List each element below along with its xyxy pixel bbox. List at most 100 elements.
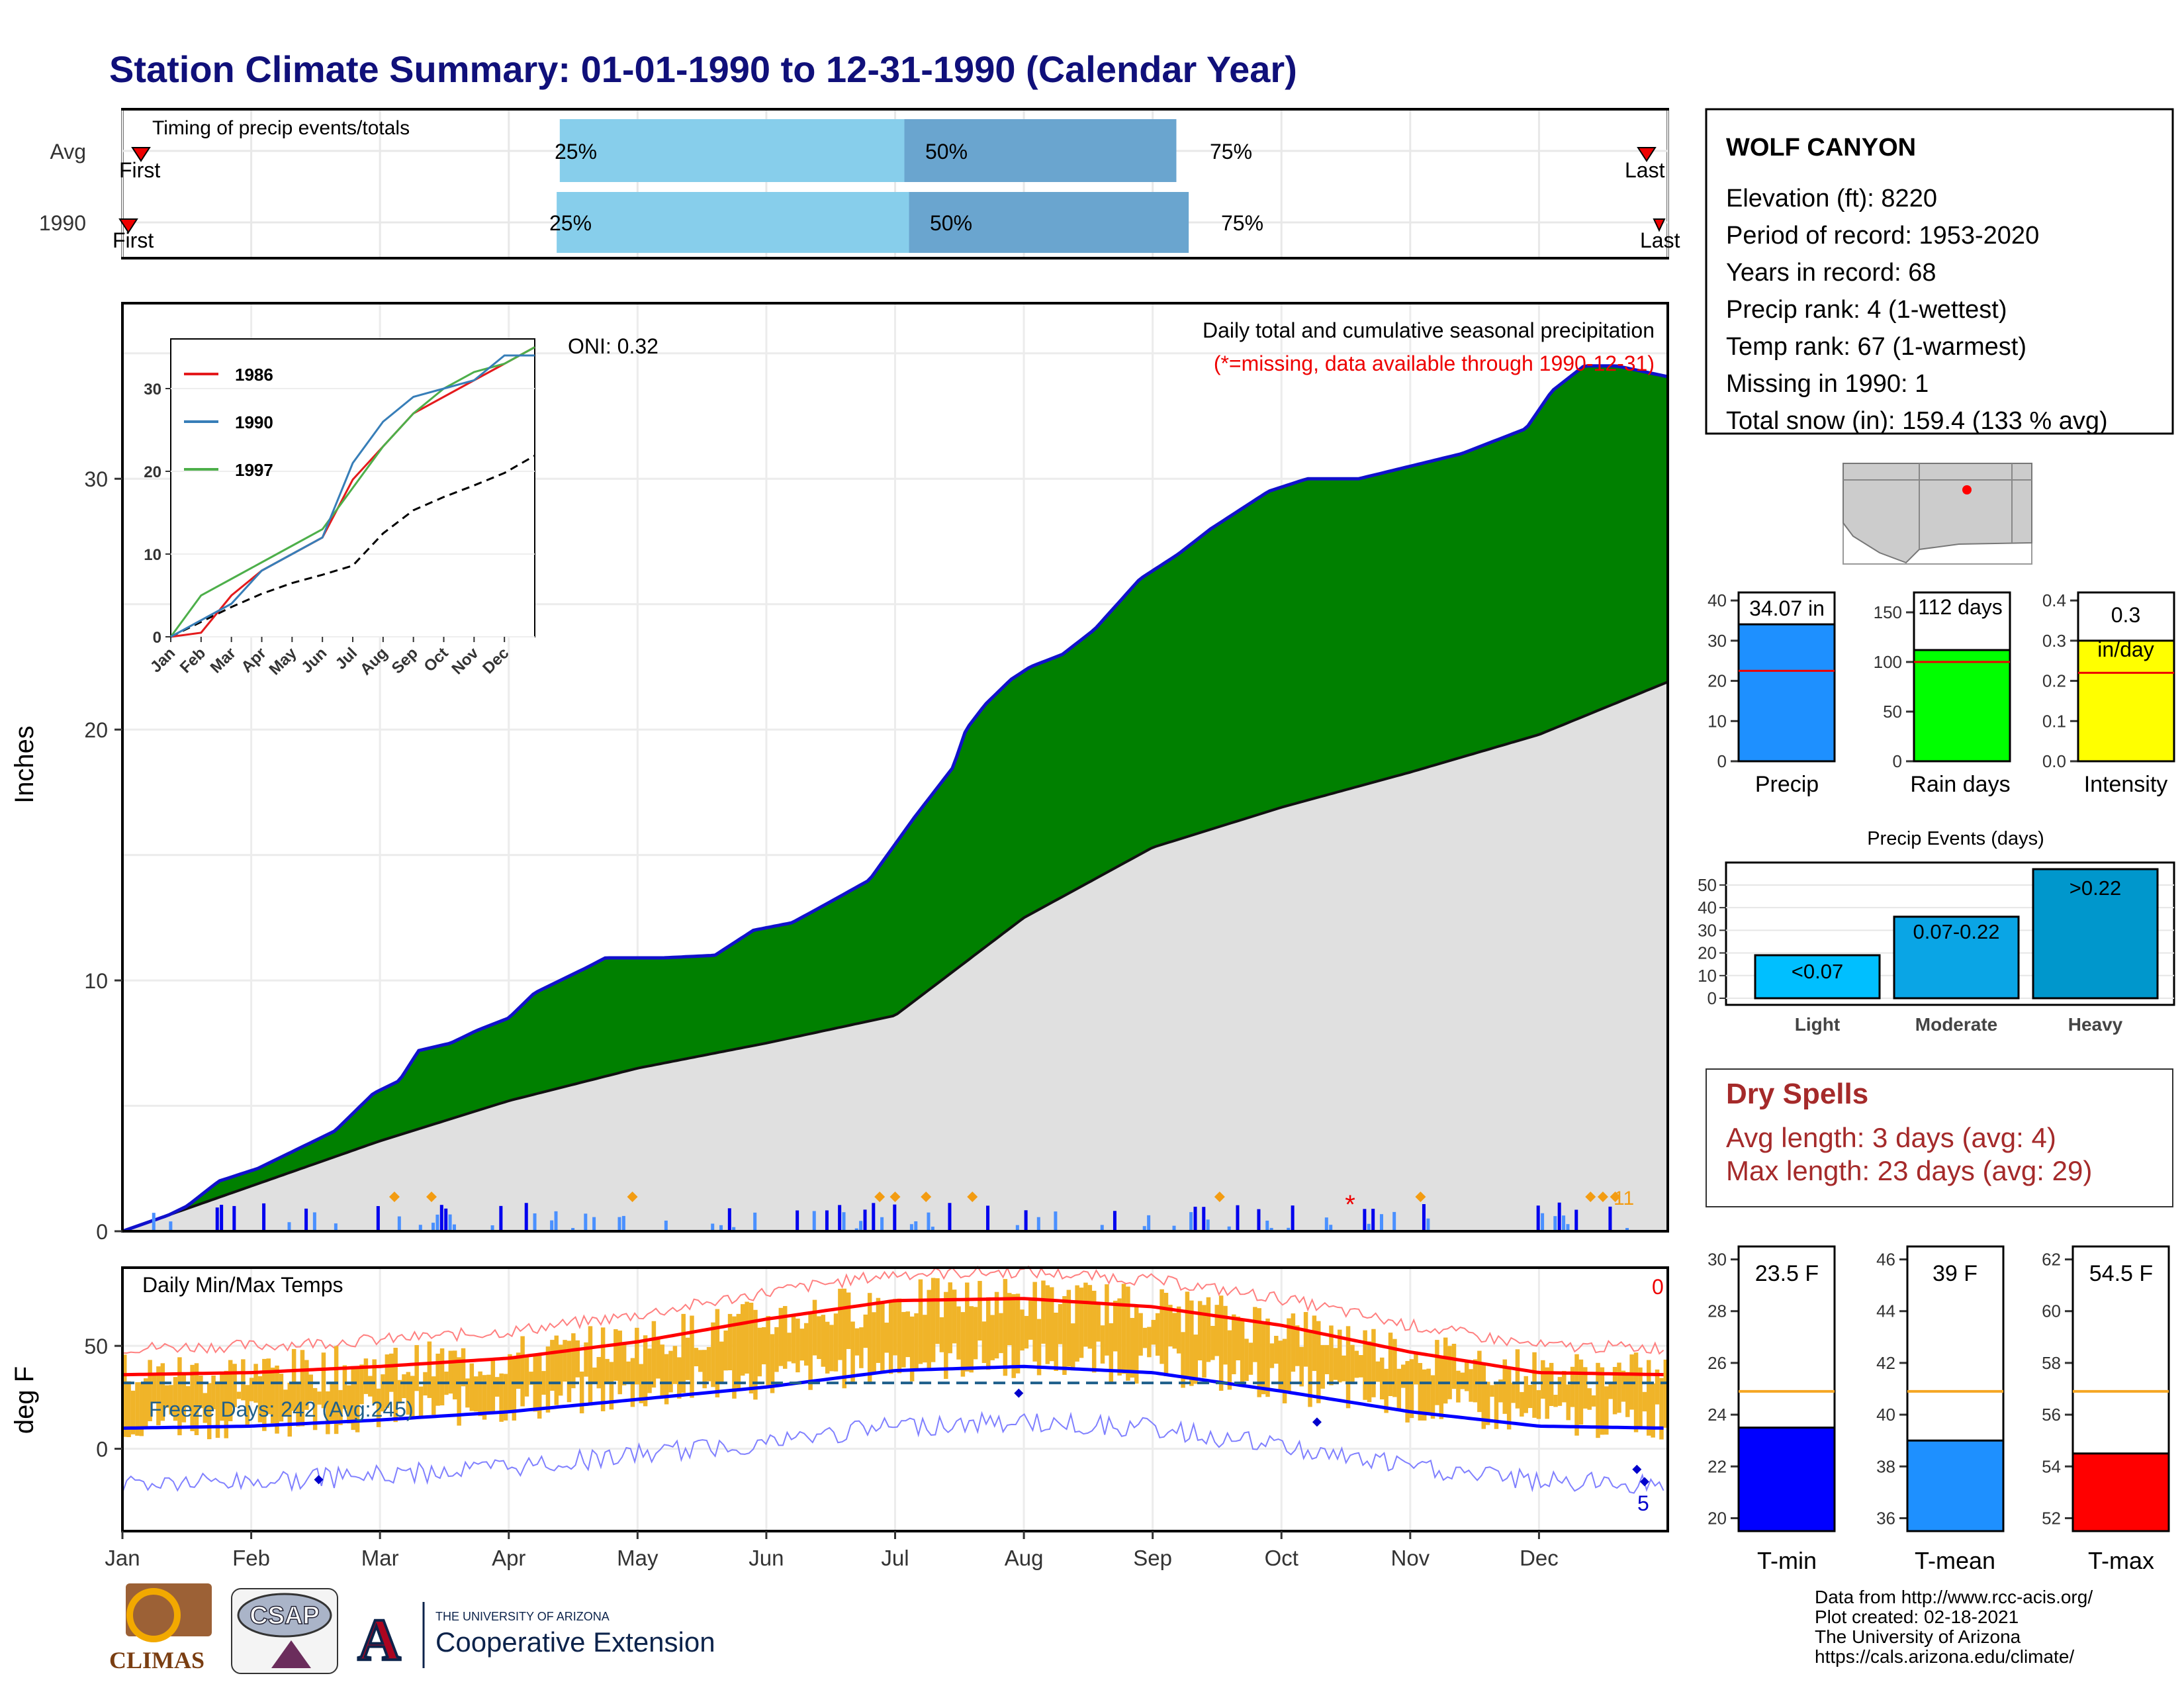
daily-temp-bar xyxy=(1062,1295,1067,1376)
daily-precip-bar xyxy=(571,1228,575,1231)
daily-temp-bars xyxy=(122,1278,1668,1440)
map-states xyxy=(1843,463,2032,564)
daily-temp-bar xyxy=(1600,1367,1605,1435)
daily-precip-bar xyxy=(1291,1205,1295,1231)
daily-precip-bar xyxy=(1015,1225,1019,1231)
daily-temp-bar xyxy=(579,1371,584,1414)
snow-markers xyxy=(388,1192,1621,1202)
daily-temp-bar xyxy=(275,1365,279,1434)
daily-temp-bar xyxy=(1359,1355,1363,1378)
daily-temp-bar xyxy=(164,1385,169,1408)
record-low-marker xyxy=(1312,1417,1322,1427)
daily-temp-bar xyxy=(1299,1346,1304,1387)
precip-total-chart: 0 10 20 30 40 34.07 in Precip xyxy=(1707,590,1836,797)
daily-precip-bar xyxy=(452,1224,456,1231)
snow-marker xyxy=(627,1192,638,1202)
daily-temp-bar xyxy=(1515,1349,1520,1409)
daily-temp-bar xyxy=(1163,1293,1169,1376)
daily-temp-bar xyxy=(1181,1332,1185,1388)
daily-precip-bar xyxy=(1189,1212,1193,1231)
daily-temp-bar xyxy=(1003,1279,1008,1376)
daily-temp-bar xyxy=(905,1311,910,1358)
daily-temp-bar xyxy=(643,1335,648,1407)
summary-y-tick-label: 50 xyxy=(1883,702,1902,722)
daily-temp-bar xyxy=(1041,1280,1046,1344)
record-low-marker xyxy=(314,1475,324,1485)
daily-precip-bar xyxy=(986,1205,990,1231)
climas-sun-icon xyxy=(126,1588,181,1642)
dry-spells-max: Max length: 23 days (avg: 29) xyxy=(1726,1155,2092,1186)
daily-temp-bar xyxy=(1121,1284,1126,1374)
daily-precip-bar xyxy=(796,1210,799,1231)
event-y-tick-label: 10 xyxy=(1698,966,1717,986)
daily-temp-bar xyxy=(1477,1350,1482,1413)
daily-temp-bar xyxy=(130,1390,136,1434)
daily-temp-bar xyxy=(262,1358,267,1431)
tmin-label: T-min xyxy=(1757,1547,1817,1574)
month-tick-label: May xyxy=(617,1546,659,1570)
daily-precip-bar xyxy=(1324,1217,1328,1231)
daily-temp-bar xyxy=(312,1387,318,1430)
daily-temp-bar xyxy=(626,1361,631,1383)
daily-precip-bar xyxy=(1147,1215,1151,1231)
daily-precip-bar xyxy=(1562,1215,1566,1231)
daily-temp-bar xyxy=(812,1299,817,1356)
daily-temp-bar xyxy=(914,1313,919,1372)
daily-temp-bar xyxy=(402,1374,406,1399)
temp-summary-y-tick-label: 54 xyxy=(2042,1456,2061,1476)
daily-precip-bar xyxy=(909,1224,913,1231)
precip-events-title: Precip Events (days) xyxy=(1867,828,2044,849)
daily-temp-bar xyxy=(732,1316,737,1399)
timing-1990-first: First xyxy=(113,228,154,252)
daily-temp-bar xyxy=(1418,1363,1423,1421)
tmax-label: T-max xyxy=(2088,1547,2154,1574)
daily-temp-bar xyxy=(842,1288,847,1389)
daily-temp-bar xyxy=(139,1382,144,1436)
daily-temp-bar xyxy=(677,1357,682,1399)
temp-y-tick-label: 0 xyxy=(96,1438,108,1462)
daily-temp-bar xyxy=(494,1377,500,1397)
event-bar-moderate xyxy=(1893,915,2020,1000)
tmax-chart: 52 54 56 58 60 62 54.5 F T-max xyxy=(2042,1245,2170,1574)
daily-temp-bar xyxy=(1350,1344,1355,1382)
daily-temp-bar xyxy=(215,1381,220,1438)
daily-temp-bar xyxy=(1422,1369,1427,1421)
daily-temp-bar xyxy=(1091,1290,1097,1373)
snow-marker xyxy=(1610,1192,1621,1202)
event-range-heavy: >0.22 xyxy=(2070,876,2121,900)
timing-avg-first: First xyxy=(119,158,160,182)
month-tick-label: Feb xyxy=(232,1546,270,1570)
daily-temp-bar xyxy=(563,1340,567,1382)
daily-temp-bar xyxy=(1070,1323,1075,1371)
daily-temp-bar xyxy=(461,1348,466,1387)
daily-temp-bar xyxy=(567,1340,572,1403)
daily-temp-bar xyxy=(1083,1282,1088,1347)
daily-temp-bar xyxy=(1587,1388,1592,1410)
summary-y-tick-label: 30 xyxy=(1707,631,1727,651)
temp-summary-y-tick-label: 38 xyxy=(1876,1456,1895,1476)
daily-temp-bar xyxy=(1617,1362,1621,1413)
temp-summary-charts: 20 22 24 26 28 30 23.5 F T-min 36 38 40 42 44 46 3… xyxy=(1707,1245,2170,1574)
timing-row-avg: Avg xyxy=(50,140,86,164)
precip-total-axis: 0 10 20 30 40 xyxy=(1707,590,1739,771)
daily-precip-bar xyxy=(1054,1211,1058,1231)
event-cat-light: Light xyxy=(1795,1014,1840,1035)
precip-y-tick-label: 20 xyxy=(84,718,108,742)
snow-marker xyxy=(426,1192,437,1202)
daily-temp-bar xyxy=(1485,1382,1490,1425)
record-low-marker xyxy=(1632,1464,1642,1474)
daily-temp-bar xyxy=(241,1359,246,1401)
daily-temp-bar xyxy=(1109,1323,1114,1383)
precip-y-tick-label: 0 xyxy=(96,1220,108,1244)
daily-temp-bar xyxy=(1007,1293,1012,1346)
month-axis: Jan Feb Mar Apr May Jun Jul Aug Sep Oct Nov Dec xyxy=(105,1531,1559,1570)
event-cat-moderate: Moderate xyxy=(1915,1014,1997,1035)
daily-temp-bar xyxy=(334,1346,339,1434)
page-title: Station Climate Summary: 01-01-1990 to 1… xyxy=(109,48,1297,90)
daily-temp-bar xyxy=(799,1329,805,1361)
daily-temp-bar xyxy=(635,1327,639,1385)
daily-temp-bar xyxy=(1227,1330,1232,1390)
daily-precip-bar xyxy=(215,1207,219,1231)
daily-precip-bar xyxy=(1024,1210,1028,1231)
daily-temp-bar xyxy=(1113,1300,1118,1352)
